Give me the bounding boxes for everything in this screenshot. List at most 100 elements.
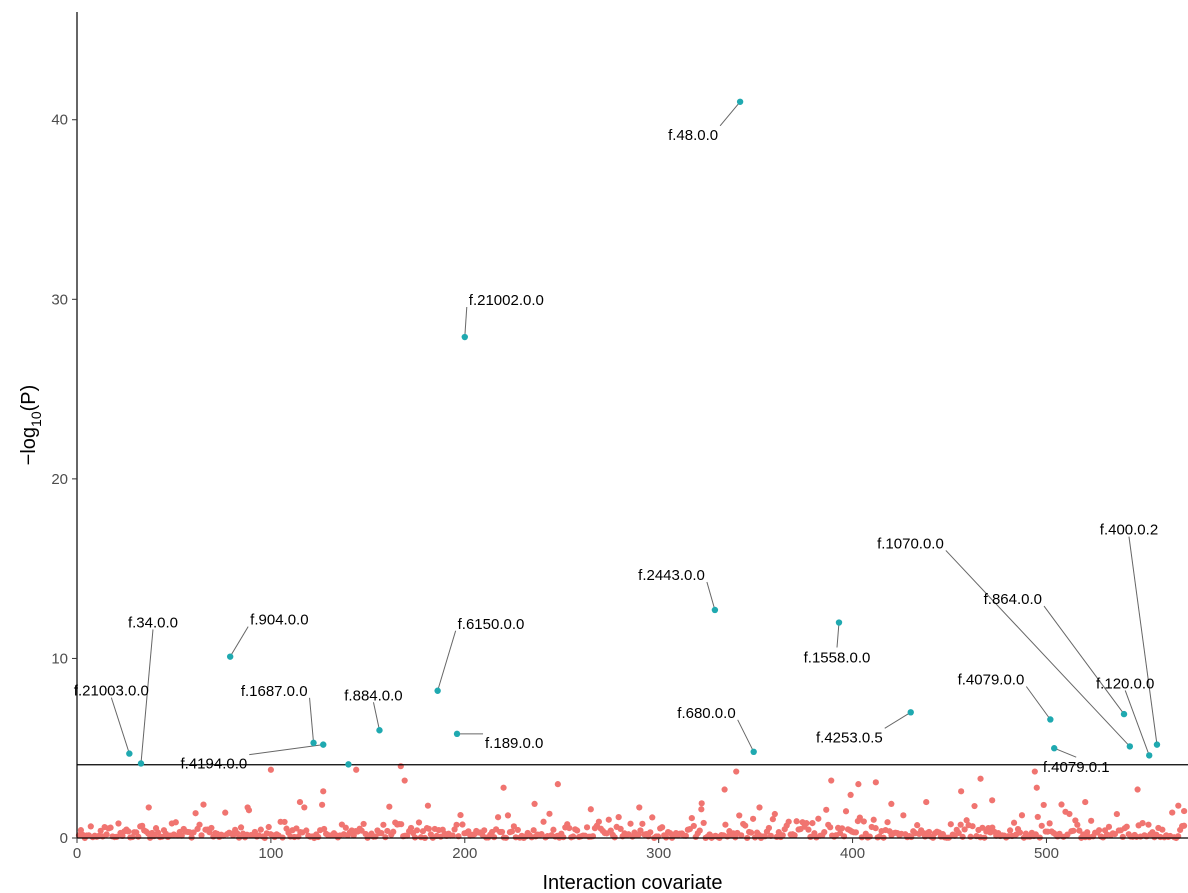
nonsignificant-point xyxy=(888,800,895,807)
nonsignificant-point xyxy=(397,763,404,770)
y-tick-label: 20 xyxy=(51,471,68,488)
nonsignificant-point xyxy=(1082,798,1089,806)
nonsignificant-point xyxy=(1066,810,1073,818)
nonsignificant-point xyxy=(293,825,300,832)
point-label: f.189.0.0 xyxy=(485,735,543,752)
nonsignificant-point xyxy=(821,829,828,836)
point-label: f.4079.0.0 xyxy=(958,671,1025,688)
nonsignificant-point xyxy=(1095,827,1103,834)
nonsignificant-point xyxy=(491,834,498,841)
leader-line xyxy=(1054,747,1077,758)
point-label: f.48.0.0 xyxy=(668,127,718,144)
nonsignificant-point xyxy=(296,798,304,806)
nonsignificant-point xyxy=(688,815,695,822)
leader-line xyxy=(884,711,911,729)
nonsignificant-point xyxy=(1016,829,1024,836)
nonsignificant-point xyxy=(838,825,846,832)
nonsignificant-point xyxy=(315,833,322,841)
point-label: f.120.0.0 xyxy=(1096,675,1154,692)
nonsignificant-point xyxy=(696,827,703,834)
nonsignificant-point xyxy=(690,822,697,830)
significant-point xyxy=(376,727,383,734)
nonsignificant-point xyxy=(550,826,557,833)
nonsignificant-point xyxy=(605,816,612,823)
significant-point xyxy=(907,709,914,716)
nonsignificant-point xyxy=(390,828,397,835)
significant-point xyxy=(320,741,327,748)
nonsignificant-point xyxy=(574,827,581,834)
x-tick-label: 400 xyxy=(840,845,865,862)
nonsignificant-point xyxy=(827,824,834,831)
significant-point xyxy=(1146,752,1153,759)
x-axis-ticks: 0 100 200 300 400 500 xyxy=(73,838,1059,862)
nonsignificant-point xyxy=(1088,817,1095,824)
nonsignificant-point xyxy=(823,806,830,813)
significant-point xyxy=(137,760,145,767)
point-label: f.21003.0.0 xyxy=(74,683,149,700)
nonsignificant-point xyxy=(866,833,873,840)
nonsignificant-point xyxy=(198,832,205,839)
point-label: f.6150.0.0 xyxy=(458,616,525,633)
label-leader-lines xyxy=(110,101,1158,764)
nonsignificant-point xyxy=(244,804,251,811)
nonsignificant-point xyxy=(722,821,729,828)
nonsignificant-point xyxy=(979,824,986,831)
y-axis-title-subscript: 10 xyxy=(28,411,44,427)
nonsignificant-point xyxy=(401,777,408,784)
y-axis-ticks: 0 10 20 30 40 xyxy=(51,112,77,847)
nonsignificant-point xyxy=(595,818,602,825)
nonsignificant-point xyxy=(97,827,104,834)
nonsignificant-point xyxy=(382,834,389,841)
nonsignificant-point xyxy=(627,820,634,827)
nonsignificant-point xyxy=(733,768,740,775)
nonsignificant-point xyxy=(639,820,646,827)
nonsignificant-point xyxy=(1180,822,1188,829)
significant-point xyxy=(345,761,352,768)
nonsignificant-point xyxy=(200,801,207,808)
nonsignificant-point xyxy=(281,818,288,826)
nonsignificant-point xyxy=(958,788,965,795)
significant-point xyxy=(461,333,468,341)
point-label: f.21002.0.0 xyxy=(469,292,544,309)
nonsignificant-point xyxy=(566,825,573,832)
nonsignificant-point xyxy=(961,826,968,833)
nonsignificant-point xyxy=(380,821,387,828)
significant-point xyxy=(1153,741,1161,748)
nonsignificant-point xyxy=(510,823,517,830)
nonsignificant-point xyxy=(540,818,547,825)
nonsignificant-point xyxy=(514,826,521,834)
nonsignificant-point xyxy=(748,829,755,836)
nonsignificant-point xyxy=(769,816,776,823)
point-label: f.884.0.0 xyxy=(344,687,402,704)
x-tick-label: 100 xyxy=(258,845,283,862)
nonsignificant-point xyxy=(265,823,272,831)
significant-point xyxy=(835,619,843,626)
nonsignificant-point xyxy=(257,826,264,833)
nonsignificant-point xyxy=(208,824,215,832)
nonsignificant-point xyxy=(852,829,860,836)
nonsignificant-point xyxy=(192,810,199,817)
nonsignificant-point xyxy=(115,820,122,827)
nonsignificant-point xyxy=(1018,812,1026,819)
nonsignificant-point xyxy=(1134,786,1141,793)
point-label: f.4194.0.0 xyxy=(181,756,248,773)
nonsignificant-point xyxy=(923,798,930,806)
nonsignificant-point xyxy=(828,777,835,784)
nonsignificant-point xyxy=(508,828,516,835)
significant-point xyxy=(310,739,317,747)
nonsignificant-point xyxy=(1031,768,1038,775)
nonsignificant-point xyxy=(955,829,962,837)
nonsignificant-point xyxy=(793,818,800,825)
nonsignificant-point xyxy=(977,775,984,782)
nonsignificant-point xyxy=(749,815,757,822)
nonsignificant-point xyxy=(554,781,561,788)
nonsignificant-point xyxy=(856,814,863,821)
nonsignificant-point xyxy=(1038,822,1045,829)
nonsignificant-point xyxy=(1175,802,1182,809)
y-axis-title: −log10(P) xyxy=(18,385,44,466)
significant-point xyxy=(736,98,744,105)
point-label: f.864.0.0 xyxy=(984,591,1042,608)
nonsignificant-point xyxy=(1111,830,1118,838)
nonsignificant-point xyxy=(969,823,976,830)
nonsignificant-point xyxy=(765,824,773,832)
